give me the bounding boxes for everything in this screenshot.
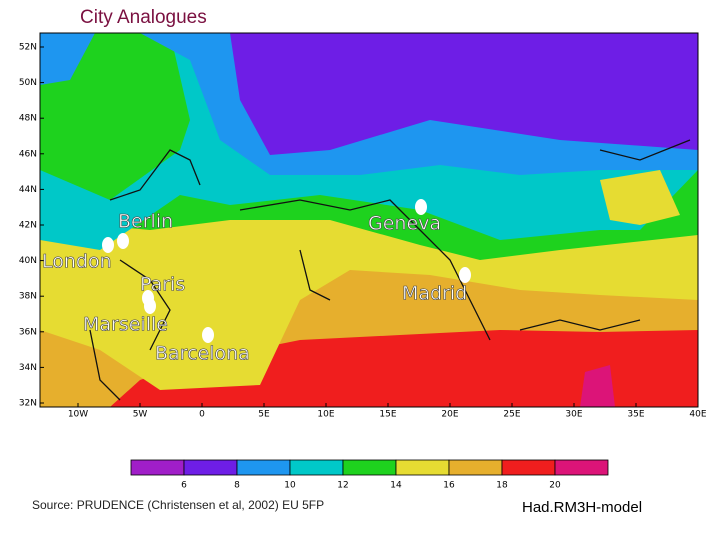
lat-label: 36N [19,327,37,337]
city-marker [102,237,114,253]
colorbar-swatch [130,459,185,476]
colorbar-swatch [289,459,344,476]
map [39,32,699,408]
city-label: Madrid [402,283,467,305]
contour-band [580,365,615,407]
lat-label: 34N [19,363,37,373]
colorbar-tick-label: 20 [549,481,561,491]
colorbar-swatch [395,459,450,476]
city-label: Marseille [83,314,168,336]
lon-label: 20E [441,410,458,420]
lon-label: 10E [317,410,334,420]
coastline [89,139,691,401]
colorbar-tick-label: 14 [390,481,402,491]
colorbar-tick-label: 8 [234,481,240,491]
lat-label: 48N [19,114,37,124]
axes: 52N 50N 48N 46N 44N 42N 40N 38N 36N 34N 32N 10W 5W 0 5… [19,43,707,420]
colorbar-tick-label: 16 [443,481,455,491]
model-name: Had.RM3H-model [522,499,642,516]
colorbar-tick-label: 12 [337,481,348,491]
city-label: Barcelona [155,343,250,365]
lon-label: 15E [379,410,396,420]
colorbar-tick-label: 10 [284,481,296,491]
contour-band [40,33,190,200]
colorbar: 6 8 10 12 14 16 18 20 [130,459,609,491]
colorbar-swatch [554,459,609,476]
city-marker [144,298,156,314]
colorbar-swatch [448,459,503,476]
lat-label: 40N [19,256,37,266]
colorbar-tick-label: 18 [496,481,508,491]
city-label: Geneva [368,213,441,235]
lat-label: 52N [19,43,37,53]
lat-label: 50N [19,78,37,88]
colorbar-tick-label: 6 [181,481,187,491]
lon-label: 30E [565,410,582,420]
lon-label: 0 [199,410,205,420]
city-marker [459,267,471,283]
lat-label: 44N [19,185,37,195]
city-marker [415,199,427,215]
city-label: London [42,251,112,273]
lon-label: 40E [689,410,706,420]
city-label: Paris [140,274,185,296]
lon-label: 10W [68,410,88,420]
lon-label: 5E [258,410,270,420]
lat-label: 42N [19,221,37,231]
lon-label: 5W [133,410,148,420]
colorbar-swatch [183,459,238,476]
colorbar-swatch [342,459,397,476]
colorbar-swatch [501,459,556,476]
title: City Analogues [80,7,207,28]
city-marker [117,233,129,249]
city-marker [202,327,214,343]
lon-label: 35E [627,410,644,420]
contour-band [230,33,698,155]
lat-label: 46N [19,149,37,159]
lat-label: 32N [19,399,37,409]
lon-label: 25E [503,410,520,420]
map-frame [39,32,699,408]
city-label: Berlin [118,211,173,233]
cities: London Berlin Paris Marseille Barcelona Genev… [42,199,471,365]
lat-label: 38N [19,292,37,302]
contour-band [40,33,95,85]
colorbar-swatch [236,459,291,476]
source-note: Source: PRUDENCE (Christensen et al, 200… [32,498,324,512]
contour-band [600,170,680,225]
